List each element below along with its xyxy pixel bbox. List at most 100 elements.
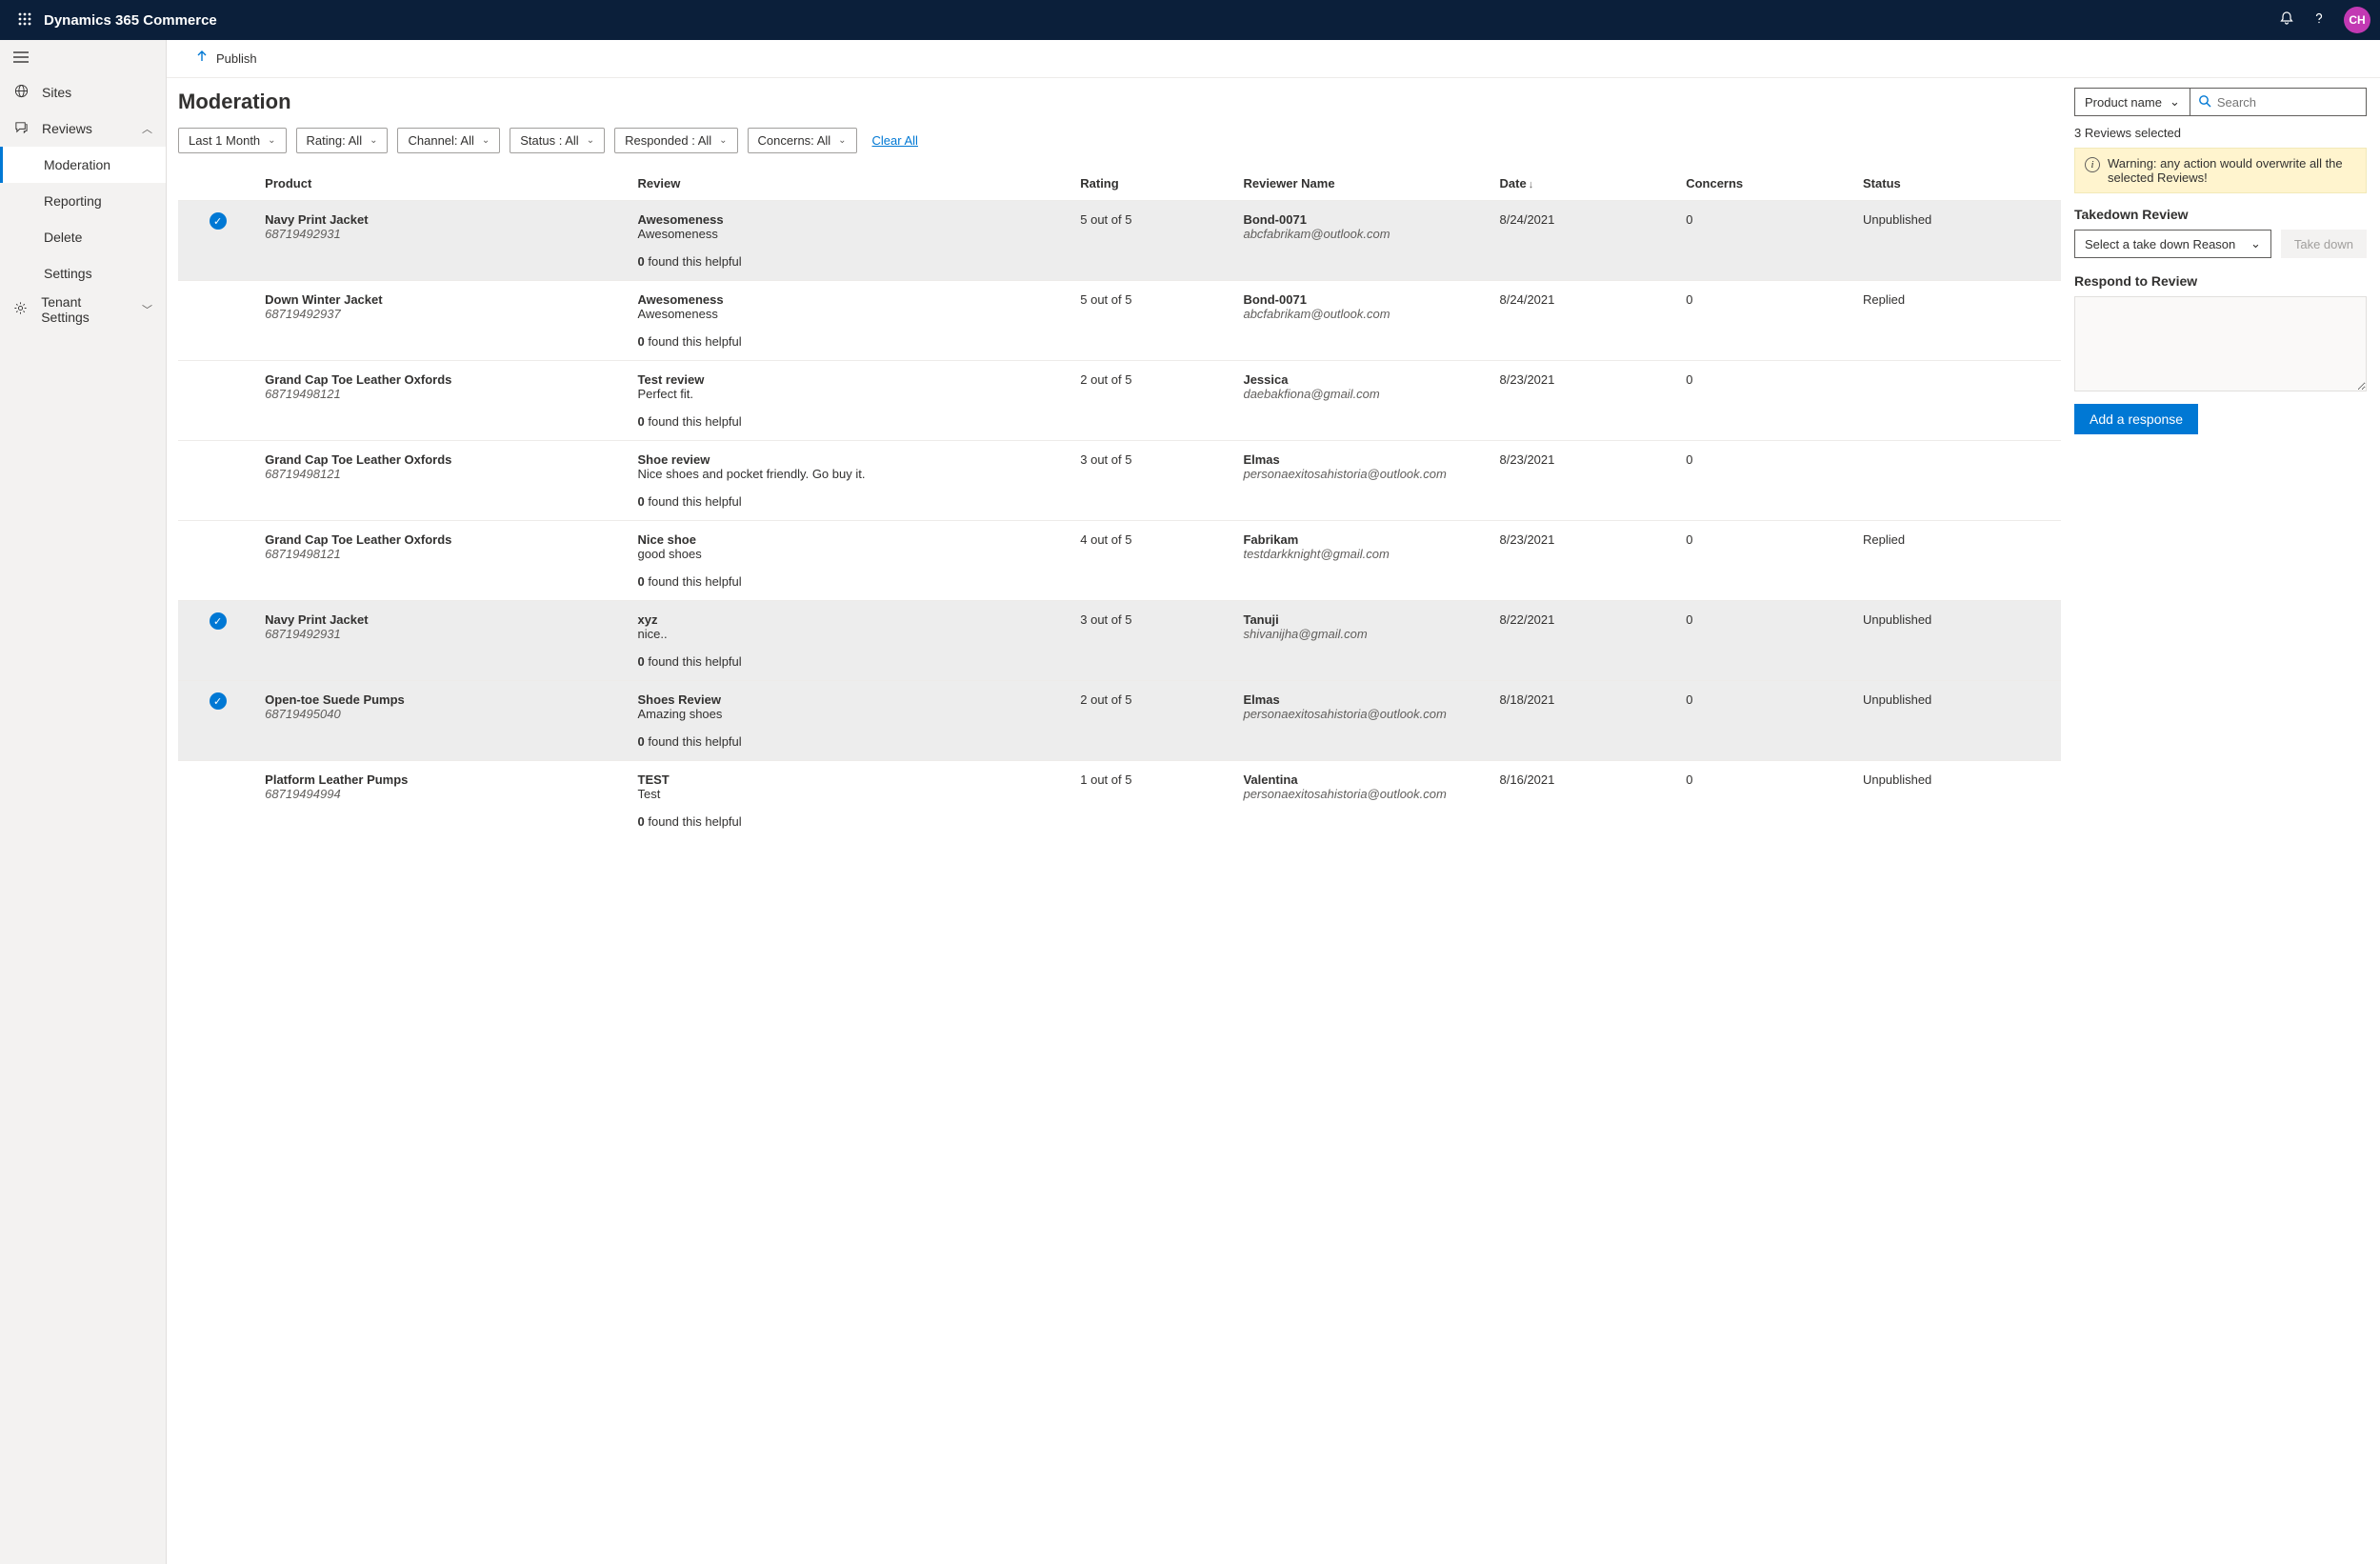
right-panel: Product name ⌄ 3 Reviews selected i Warn… <box>2061 78 2380 1564</box>
reviews-icon <box>13 120 29 137</box>
app-title: Dynamics 365 Commerce <box>44 12 2279 29</box>
col-date[interactable]: Date↓ <box>1492 170 1679 201</box>
date-cell: 8/24/2021 <box>1492 281 1679 361</box>
product-name: Navy Print Jacket <box>265 212 622 227</box>
rating-cell: 4 out of 5 <box>1072 521 1235 601</box>
nav-tenant-settings[interactable]: Tenant Settings ﹀ <box>0 291 166 328</box>
table-row[interactable]: Down Winter Jacket68719492937Awesomeness… <box>178 281 2061 361</box>
filter-channel[interactable]: Channel: All⌄ <box>397 128 500 153</box>
chevron-down-icon: ⌄ <box>838 135 846 146</box>
respond-textarea[interactable] <box>2074 296 2367 391</box>
topbar: Dynamics 365 Commerce CH <box>0 0 2380 40</box>
filter-status[interactable]: Status : All⌄ <box>510 128 605 153</box>
nav-delete-label: Delete <box>44 230 82 245</box>
col-status[interactable]: Status <box>1855 170 2061 201</box>
rating-cell: 5 out of 5 <box>1072 281 1235 361</box>
status-cell <box>1855 361 2061 441</box>
sort-down-icon: ↓ <box>1529 179 1534 190</box>
nav-reporting[interactable]: Reporting <box>0 183 166 219</box>
publish-label[interactable]: Publish <box>216 51 257 66</box>
chevron-down-icon: ﹀ <box>142 302 152 317</box>
nav-delete[interactable]: Delete <box>0 219 166 255</box>
takedown-reason-select[interactable]: Select a take down Reason ⌄ <box>2074 230 2271 258</box>
help-icon[interactable] <box>2311 10 2327 30</box>
col-concerns[interactable]: Concerns <box>1678 170 1855 201</box>
checkmark-icon[interactable]: ✓ <box>210 612 227 630</box>
nav-reviews-label: Reviews <box>42 121 92 136</box>
search-scope-select[interactable]: Product name ⌄ <box>2074 88 2190 116</box>
status-cell <box>1855 441 2061 521</box>
review-title: Test review <box>638 372 1066 387</box>
col-rating[interactable]: Rating <box>1072 170 1235 201</box>
chevron-down-icon: ⌄ <box>587 135 594 146</box>
table-row[interactable]: ✓ Navy Print Jacket68719492931 Awesomeness… <box>178 201 2061 281</box>
user-avatar[interactable]: CH <box>2344 7 2370 33</box>
product-sku: 68719492931 <box>265 227 622 241</box>
product-sku: 68719492937 <box>265 307 622 321</box>
rating-cell: 1 out of 5 <box>1072 761 1235 841</box>
review-title: TEST <box>638 772 1066 787</box>
nav-moderation[interactable]: Moderation <box>0 147 166 183</box>
chevron-down-icon: ⌄ <box>2250 236 2261 251</box>
review-body: good shoes <box>638 547 1066 561</box>
clear-all-link[interactable]: Clear All <box>872 133 918 148</box>
reviewer-name: Fabrikam <box>1243 532 1484 547</box>
checkmark-icon[interactable]: ✓ <box>210 212 227 230</box>
warning-banner: i Warning: any action would overwrite al… <box>2074 148 2367 193</box>
chevron-down-icon: ⌄ <box>719 135 727 146</box>
helpful-count: 0 found this helpful <box>638 574 1066 589</box>
warning-text: Warning: any action would overwrite all … <box>2108 156 2343 185</box>
reviewer-email: daebakfiona@gmail.com <box>1243 387 1484 401</box>
review-body: Test <box>638 787 1066 801</box>
nav-reviews[interactable]: Reviews ︿ <box>0 110 166 147</box>
status-cell: Unpublished <box>1855 761 2061 841</box>
reviewer-name: Elmas <box>1243 452 1484 467</box>
chevron-down-icon: ⌄ <box>370 135 377 146</box>
concerns-cell: 0 <box>1678 681 1855 761</box>
table-row[interactable]: Grand Cap Toe Leather Oxfords68719498121… <box>178 441 2061 521</box>
search-input[interactable] <box>2217 95 2358 110</box>
notifications-icon[interactable] <box>2279 10 2294 30</box>
add-response-button[interactable]: Add a response <box>2074 404 2198 434</box>
reviewer-email: personaexitosahistoria@outlook.com <box>1243 707 1484 721</box>
status-cell: Unpublished <box>1855 601 2061 681</box>
table-row[interactable]: ✓Open-toe Suede Pumps68719495040Shoes Re… <box>178 681 2061 761</box>
filter-row: Last 1 Month⌄ Rating: All⌄ Channel: All⌄… <box>178 128 2061 153</box>
filter-responded[interactable]: Responded : All⌄ <box>614 128 737 153</box>
col-product[interactable]: Product <box>257 170 630 201</box>
col-review[interactable]: Review <box>630 170 1073 201</box>
filter-rating[interactable]: Rating: All⌄ <box>296 128 389 153</box>
status-cell: Unpublished <box>1855 681 2061 761</box>
table-row[interactable]: Grand Cap Toe Leather Oxfords68719498121… <box>178 521 2061 601</box>
nav-toggle[interactable] <box>0 40 166 74</box>
review-title: Awesomeness <box>638 292 1066 307</box>
search-box[interactable] <box>2190 88 2367 116</box>
product-name: Open-toe Suede Pumps <box>265 692 622 707</box>
concerns-cell: 0 <box>1678 361 1855 441</box>
review-body: Awesomeness <box>638 227 1066 241</box>
concerns-cell: 0 <box>1678 281 1855 361</box>
chevron-up-icon: ︿ <box>142 121 152 136</box>
checkmark-icon[interactable]: ✓ <box>210 692 227 710</box>
status-cell: Replied <box>1855 521 2061 601</box>
app-launcher-icon[interactable] <box>10 12 40 29</box>
review-title: Shoe review <box>638 452 1066 467</box>
selected-count: 3 Reviews selected <box>2074 126 2367 140</box>
publish-arrow-icon[interactable] <box>195 50 209 68</box>
reviewer-name: Jessica <box>1243 372 1484 387</box>
filter-date-range[interactable]: Last 1 Month⌄ <box>178 128 287 153</box>
filter-concerns[interactable]: Concerns: All⌄ <box>748 128 857 153</box>
takedown-button[interactable]: Take down <box>2281 230 2367 258</box>
helpful-count: 0 found this helpful <box>638 254 1066 269</box>
date-cell: 8/16/2021 <box>1492 761 1679 841</box>
nav-settings[interactable]: Settings <box>0 255 166 291</box>
reviewer-name: Valentina <box>1243 772 1484 787</box>
table-row[interactable]: ✓Navy Print Jacket68719492931xyznice..0 … <box>178 601 2061 681</box>
helpful-count: 0 found this helpful <box>638 814 1066 829</box>
nav-sites[interactable]: Sites <box>0 74 166 110</box>
table-row[interactable]: Grand Cap Toe Leather Oxfords68719498121… <box>178 361 2061 441</box>
col-reviewer[interactable]: Reviewer Name <box>1235 170 1491 201</box>
nav-sites-label: Sites <box>42 85 71 100</box>
concerns-cell: 0 <box>1678 601 1855 681</box>
table-row[interactable]: Platform Leather Pumps68719494994TESTTes… <box>178 761 2061 841</box>
